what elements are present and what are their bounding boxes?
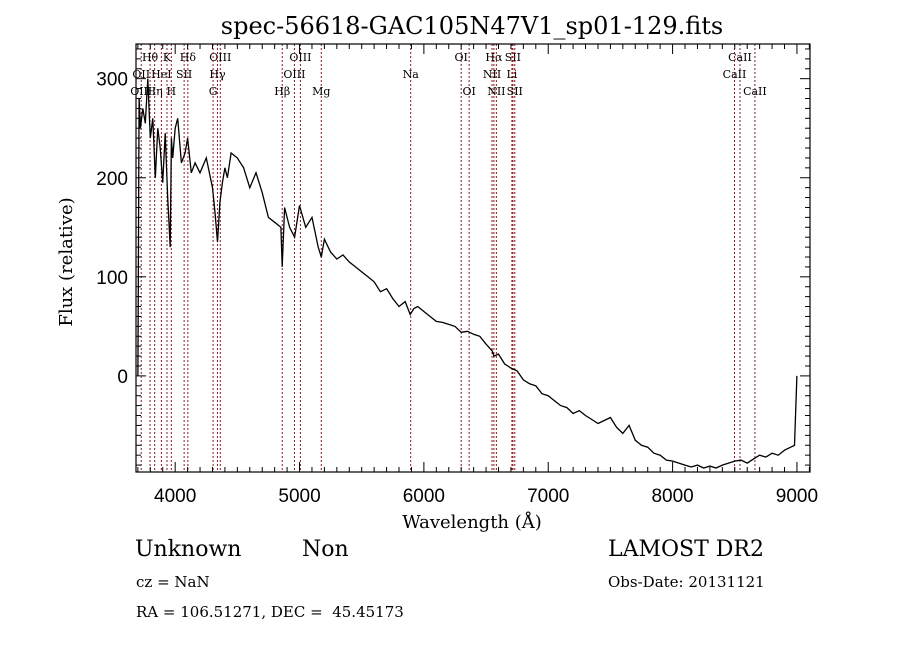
line-label: CaII: [723, 68, 747, 81]
line-label: SII: [505, 51, 521, 64]
line-label: G: [209, 85, 218, 98]
survey-name: LAMOST DR2: [608, 537, 764, 562]
series-spectrum: [137, 78, 798, 469]
x-tick-label: 5000: [278, 486, 320, 507]
redshift-cz: cz = NaN: [136, 573, 210, 591]
y-axis: 0 100 200 300: [96, 48, 810, 466]
line-label: CaII: [728, 51, 752, 64]
y-tick-label: 300: [96, 70, 128, 91]
line-label: Li: [507, 68, 518, 81]
y-axis-label: Flux (relative): [56, 197, 77, 326]
line-label: Hθ: [142, 51, 159, 64]
line-label: Hγ: [209, 68, 226, 81]
y-tick-label: 0: [117, 367, 128, 388]
line-label: Na: [403, 68, 420, 81]
line-label: OI: [454, 51, 467, 64]
line-label: Hη: [147, 85, 163, 98]
line-label: CaII: [743, 85, 767, 98]
object-subclass: Non: [302, 537, 349, 562]
line-label: NII: [483, 68, 501, 81]
ra-dec: RA = 106.51271, DEC = 45.45173: [136, 603, 404, 621]
line-label: NII: [487, 85, 505, 98]
line-label: SII: [507, 85, 523, 98]
x-tick-label: 7000: [527, 486, 569, 507]
line-label: OII: [132, 68, 150, 81]
line-label: OIII: [209, 51, 231, 64]
plot-frame: [135, 43, 811, 473]
x-tick-label: 4000: [154, 486, 196, 507]
line-label: OIII: [289, 51, 311, 64]
x-tick-label: 9000: [776, 486, 818, 507]
x-axis-label: Wavelength (Å): [402, 511, 542, 533]
line-label: OIII: [283, 68, 305, 81]
line-label: SII: [176, 68, 192, 81]
line-label: K: [163, 51, 172, 64]
x-tick-label: 8000: [651, 486, 693, 507]
line-label: Mg: [312, 85, 330, 98]
line-label: H: [167, 85, 177, 98]
line-label: Hβ: [274, 85, 290, 98]
line-label: Hδ: [180, 51, 197, 64]
x-tick-label: 6000: [403, 486, 445, 507]
line-label: HeI: [151, 68, 171, 81]
y-tick-label: 100: [96, 268, 128, 289]
x-axis: 4000 5000 6000 7000 8000 9000: [137, 44, 818, 507]
series-group: [137, 78, 798, 469]
object-class: Unknown: [135, 537, 242, 562]
y-tick-label: 200: [96, 169, 128, 190]
obs-date: Obs-Date: 20131121: [608, 573, 765, 591]
line-label: OI: [462, 85, 475, 98]
line-label: Hα: [485, 51, 503, 64]
chart-title: spec-56618-GAC105N47V1_sp01-129.fits: [221, 12, 723, 40]
